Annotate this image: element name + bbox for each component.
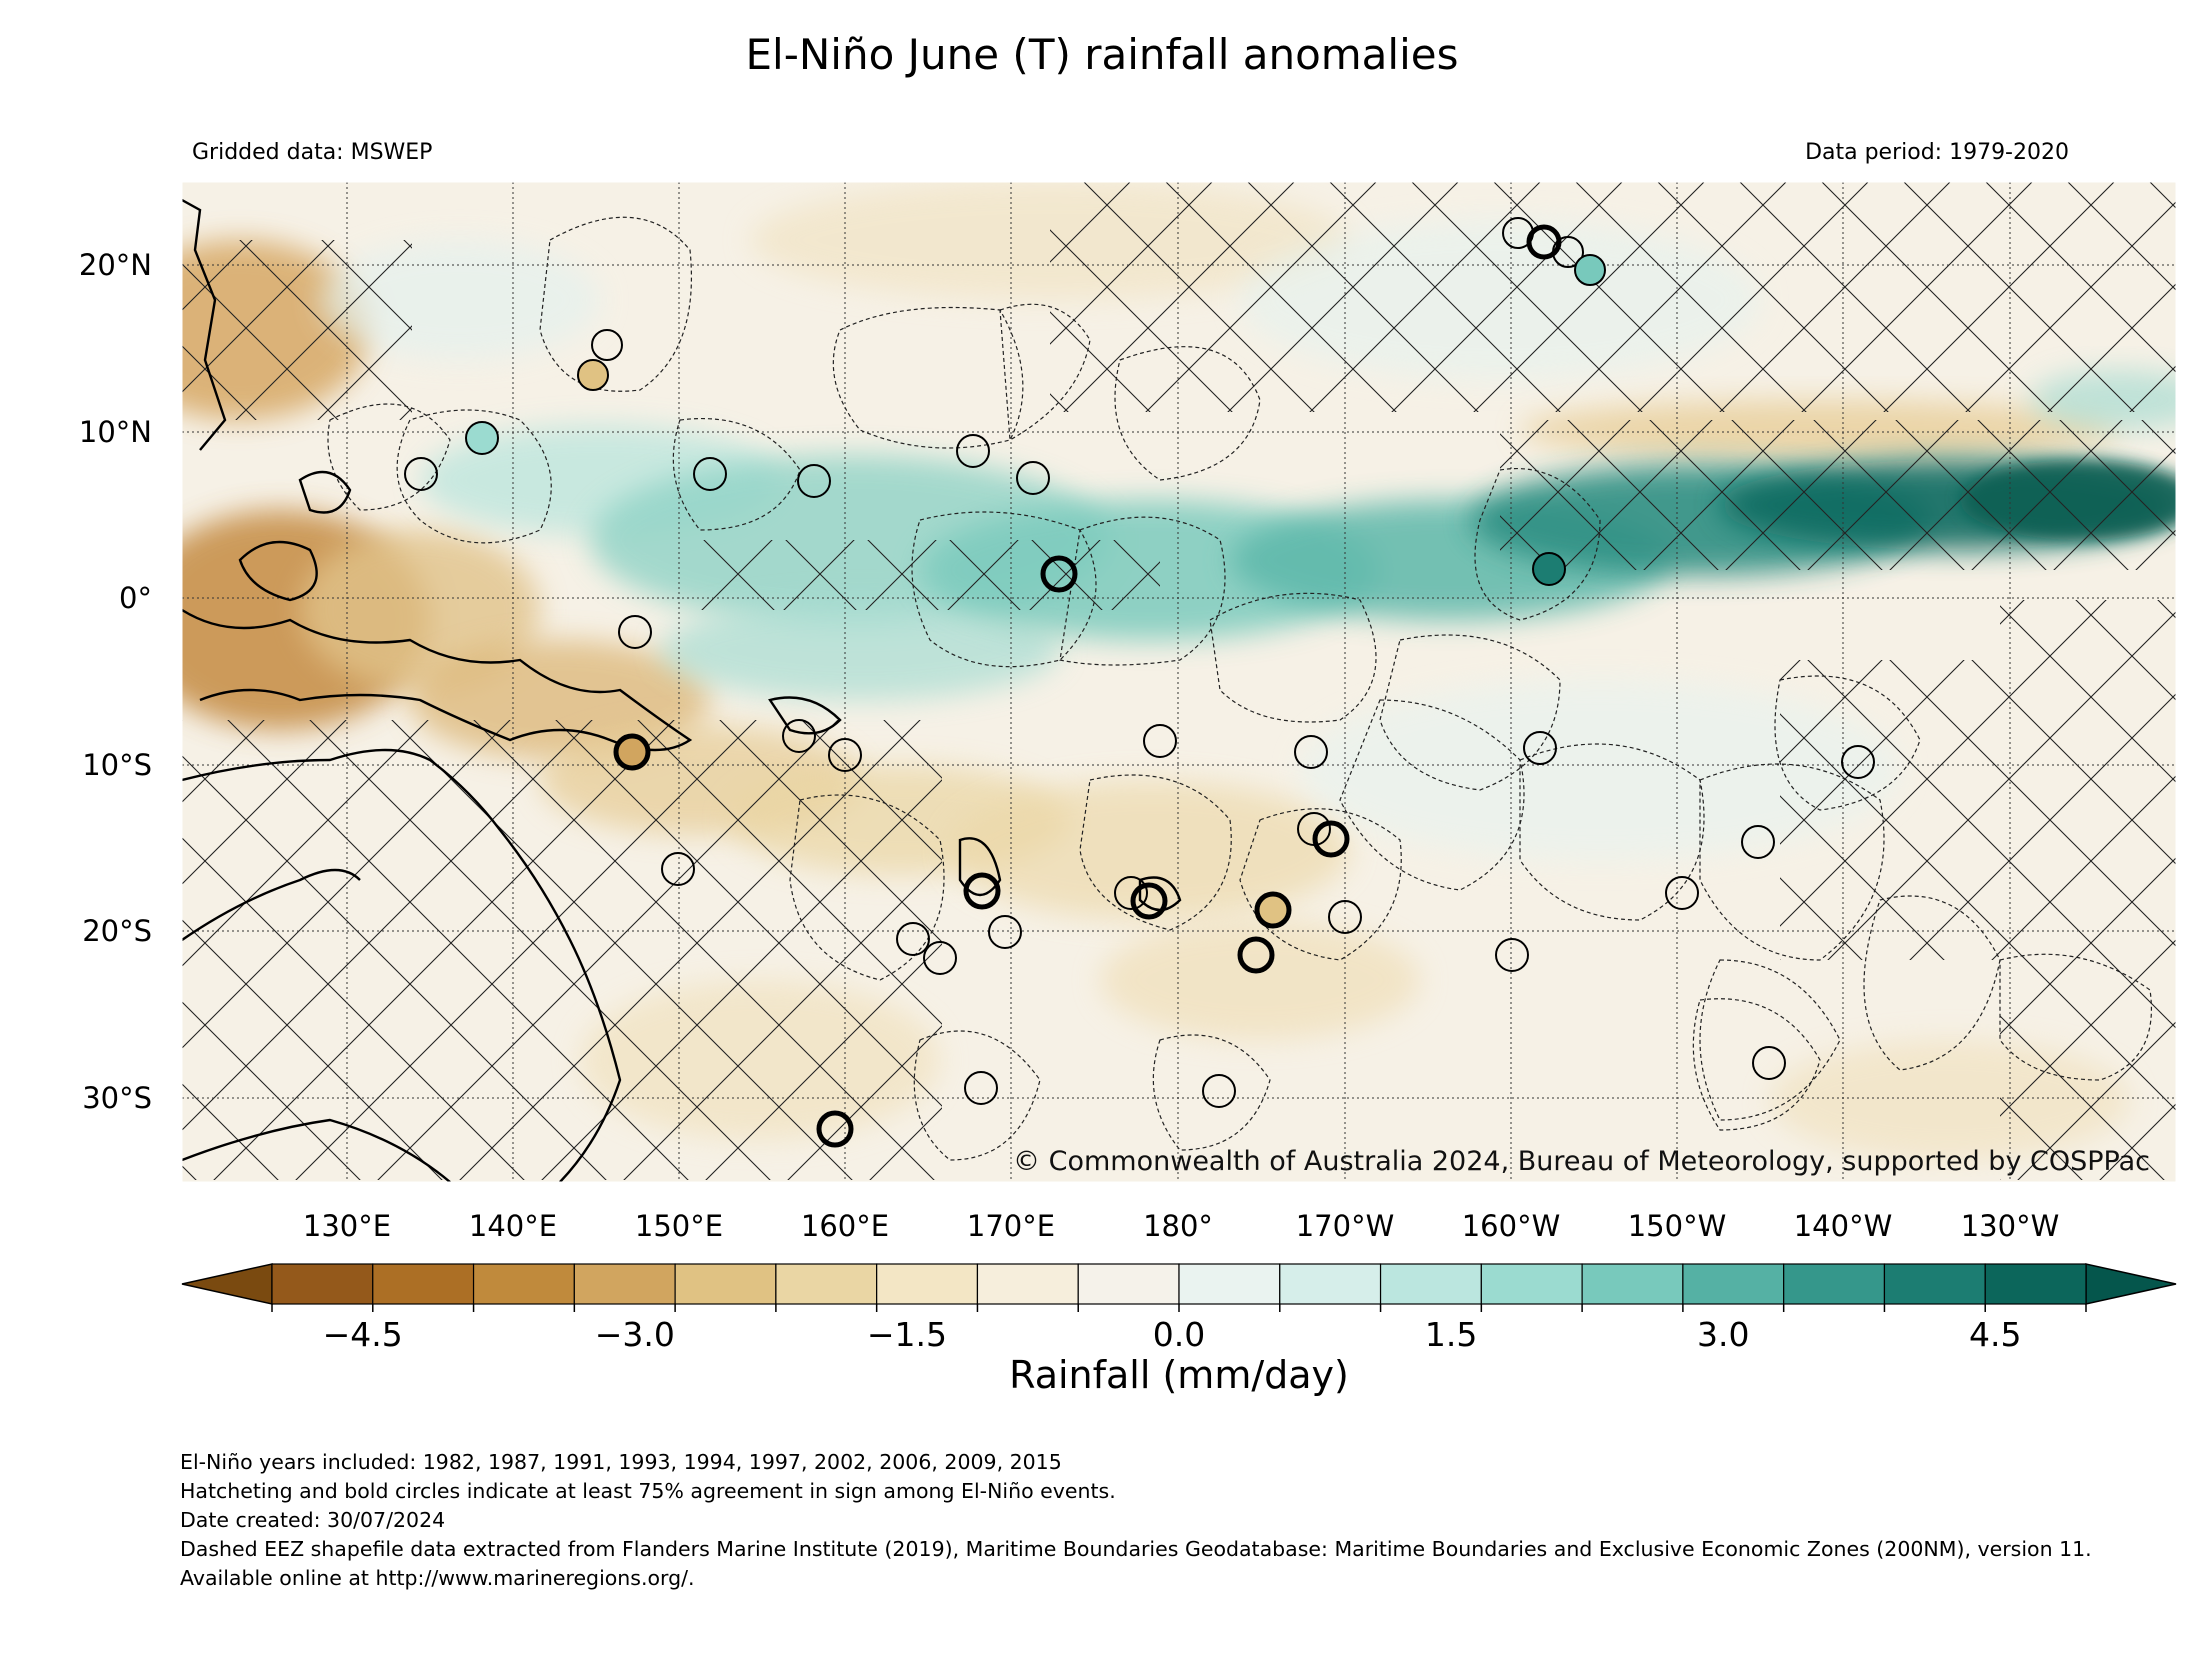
colorbar-cell xyxy=(472,1263,575,1305)
colorbar-cell xyxy=(876,1263,979,1305)
chart-title: El-Niño June (T) rainfall anomalies xyxy=(745,30,1459,79)
data-period-note: Data period: 1979-2020 xyxy=(1805,140,2069,165)
colorbar-cells xyxy=(181,1263,2177,1305)
lat-label: 20°N xyxy=(79,248,152,282)
map-frame xyxy=(181,181,2177,1183)
colorbar-tick-label: −1.5 xyxy=(867,1315,947,1354)
colorbar-cell xyxy=(1783,1263,1886,1305)
colorbar-cell xyxy=(1178,1263,1281,1305)
lon-label: 150°E xyxy=(635,1209,723,1243)
longitude-labels: 130°E 140°E 150°E 160°E 170°E 180° 170°W… xyxy=(303,1209,2059,1243)
colorbar-cell xyxy=(372,1263,475,1305)
colorbar-tick-label: 4.5 xyxy=(1969,1315,2021,1354)
colorbar-tick-label: 0.0 xyxy=(1153,1315,1205,1354)
colorbar-tick-label: 3.0 xyxy=(1697,1315,1749,1354)
colorbar: −4.5 −3.0 −1.5 0.0 1.5 3.0 4.5 Rainfall (mm/da… xyxy=(181,1263,2177,1397)
colorbar-cell xyxy=(573,1263,676,1305)
footer-date: Date created: 30/07/2024 xyxy=(180,1508,446,1532)
station-circles xyxy=(404,217,1875,1148)
colorbar-extension-low xyxy=(181,1263,273,1305)
colorbar-ticks xyxy=(271,1304,2087,1312)
colorbar-cell xyxy=(976,1263,1079,1305)
colorbar-cell xyxy=(271,1263,374,1305)
footer-hatching: Hatcheting and bold circles indicate at … xyxy=(180,1479,1116,1503)
colorbar-cell xyxy=(1279,1263,1382,1305)
colorbar-cell xyxy=(1581,1263,1684,1305)
colorbar-cell xyxy=(1379,1263,1482,1305)
colorbar-tick-label: 1.5 xyxy=(1425,1315,1477,1354)
colorbar-tick-label: −3.0 xyxy=(595,1315,675,1354)
agreement-hatching xyxy=(182,182,2176,1180)
eez-boundaries xyxy=(327,216,2152,1161)
footer-notes: El-Niño years included: 1982, 1987, 1991… xyxy=(180,1448,2160,1593)
rainfall-anomaly-map: © Commonwealth of Australia 2024, Bureau… xyxy=(79,181,2177,1397)
lon-label: 160°W xyxy=(1462,1209,1561,1243)
colorbar-cell xyxy=(1480,1263,1583,1305)
lat-label: 10°N xyxy=(79,415,152,449)
latitude-labels: 20°N 10°N 0° 10°S 20°S 30°S xyxy=(79,248,152,1115)
lon-label: 140°W xyxy=(1794,1209,1893,1243)
gridded-data-note: Gridded data: MSWEP xyxy=(192,140,433,165)
copyright-note: © Commonwealth of Australia 2024, Bureau… xyxy=(1013,1146,2150,1177)
lat-label: 30°S xyxy=(82,1081,152,1115)
lon-label: 150°W xyxy=(1628,1209,1727,1243)
lon-label: 130°E xyxy=(303,1209,391,1243)
lon-label: 140°E xyxy=(469,1209,557,1243)
lat-label: 0° xyxy=(119,581,152,615)
lat-label: 20°S xyxy=(82,914,152,948)
lat-label: 10°S xyxy=(82,748,152,782)
lon-label: 130°W xyxy=(1961,1209,2060,1243)
colorbar-tick-label: −4.5 xyxy=(323,1315,403,1354)
colorbar-cell xyxy=(1077,1263,1180,1305)
colorbar-cell xyxy=(1984,1263,2087,1305)
colorbar-tick-labels: −4.5 −3.0 −1.5 0.0 1.5 3.0 4.5 xyxy=(323,1315,2022,1354)
map-gridlines xyxy=(182,182,2176,1182)
lon-label: 170°E xyxy=(967,1209,1055,1243)
colorbar-cell xyxy=(1682,1263,1785,1305)
lon-label: 170°W xyxy=(1296,1209,1395,1243)
map-area: © Commonwealth of Australia 2024, Bureau… xyxy=(182,182,2176,1182)
footer-source: Dashed EEZ shapefile data extracted from… xyxy=(180,1537,2092,1590)
lon-label: 180° xyxy=(1143,1209,1213,1243)
footer-years: El-Niño years included: 1982, 1987, 1991… xyxy=(180,1450,1062,1474)
colorbar-cell xyxy=(1883,1263,1986,1305)
colorbar-label: Rainfall (mm/day) xyxy=(1009,1353,1349,1397)
colorbar-cell xyxy=(674,1263,777,1305)
colorbar-cell xyxy=(775,1263,878,1305)
coastlines xyxy=(182,198,1182,1182)
colorbar-extension-high xyxy=(2085,1263,2177,1305)
lon-label: 160°E xyxy=(801,1209,889,1243)
